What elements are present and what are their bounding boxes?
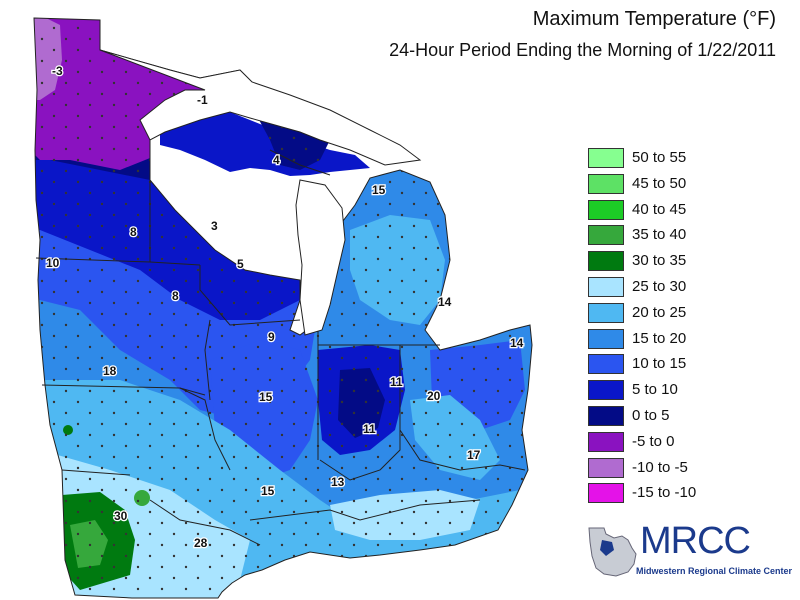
legend-item: 0 to 5	[588, 404, 788, 430]
map-label: 3	[211, 219, 218, 233]
legend-label: 0 to 5	[632, 406, 670, 424]
map-label: 8	[130, 225, 137, 239]
legend-label: -10 to -5	[632, 458, 688, 476]
value-labels: -3 -1 4 15 3 8 10 5 8 9 14 14 18 11 20 1…	[45, 63, 525, 552]
legend-swatch	[588, 251, 624, 272]
map-label: 15	[372, 183, 386, 197]
map-subtitle: 24-Hour Period Ending the Morning of 1/2…	[389, 40, 776, 60]
legend: 50 to 55 45 to 50 40 to 45 35 to 40 30 to 35…	[588, 146, 788, 507]
cold-spot	[214, 202, 224, 212]
legend-swatch	[588, 148, 624, 168]
map-label: 20	[427, 389, 441, 403]
midwest-logo-icon	[588, 527, 637, 577]
cold-spot	[199, 162, 209, 172]
region-outline	[33, 17, 533, 599]
legend-label: 45 to 50	[632, 174, 687, 192]
legend-swatch	[588, 405, 624, 426]
map-label: 11	[390, 375, 403, 389]
legend-item: 5 to 10	[588, 378, 788, 404]
lake-michigan	[295, 179, 346, 336]
map-label: 15	[261, 484, 275, 498]
legend-label: -5 to 0	[632, 432, 675, 450]
legend-swatch	[588, 276, 624, 297]
legend-item: -10 to -5	[588, 456, 788, 482]
map-label: 4	[273, 153, 280, 167]
map-label: 30	[114, 509, 128, 523]
legend-item: 45 to 50	[588, 172, 788, 198]
legend-swatch	[588, 328, 624, 349]
map-label: 9	[268, 330, 275, 344]
map-label: 11	[363, 422, 376, 436]
map-label: 28	[194, 536, 208, 550]
legend-item: 25 to 30	[588, 275, 788, 301]
map-label: 14	[438, 295, 452, 309]
legend-swatch	[588, 302, 624, 323]
logo-subtitle: Midwestern Regional Climate Center	[636, 566, 793, 576]
legend-item: -5 to 0	[588, 430, 788, 456]
legend-label: 5 to 10	[632, 381, 678, 399]
lake-superior	[99, 49, 422, 166]
legend-item: -15 to -10	[588, 481, 788, 507]
map-label: 15	[259, 390, 273, 404]
legend-item: 50 to 55	[588, 146, 788, 172]
legend-swatch	[588, 457, 624, 478]
legend-swatch	[588, 173, 624, 194]
legend-label: 50 to 55	[632, 149, 687, 166]
legend-label: 25 to 30	[632, 277, 687, 295]
legend-label: 30 to 35	[632, 252, 687, 270]
map-label: 18	[103, 364, 117, 378]
map-label: 5	[237, 257, 244, 271]
map-label: 8	[172, 289, 179, 303]
legend-item: 20 to 25	[588, 301, 788, 327]
legend-item: 15 to 20	[588, 327, 788, 353]
logo-name: MRCC	[640, 520, 751, 562]
map-label: -3	[52, 64, 63, 78]
legend-label: 20 to 25	[632, 303, 687, 321]
legend-item: 30 to 35	[588, 249, 788, 275]
legend-swatch	[588, 354, 624, 375]
legend-swatch	[588, 431, 624, 452]
map-label: -1	[197, 93, 208, 107]
legend-swatch	[588, 483, 624, 504]
map-label: 13	[331, 475, 345, 489]
mrcc-logo: MRCC Midwestern Regional Climate Center	[584, 516, 794, 588]
state-borders	[35, 140, 526, 546]
legend-label: 40 to 45	[632, 200, 687, 218]
legend-swatch	[588, 199, 624, 220]
legend-item: 40 to 45	[588, 198, 788, 224]
map-label: 14	[510, 336, 524, 350]
map-label: 10	[46, 256, 60, 270]
map-label: 17	[467, 448, 481, 462]
legend-label: 10 to 15	[632, 355, 687, 373]
legend-swatch	[588, 380, 624, 401]
legend-label: -15 to -10	[632, 484, 697, 502]
legend-item: 35 to 40	[588, 223, 788, 249]
legend-item: 10 to 15	[588, 352, 788, 378]
legend-swatch	[588, 225, 624, 246]
legend-label: 15 to 20	[632, 329, 687, 347]
legend-label: 35 to 40	[632, 226, 687, 244]
map-title: Maximum Temperature (°F)	[532, 8, 776, 30]
